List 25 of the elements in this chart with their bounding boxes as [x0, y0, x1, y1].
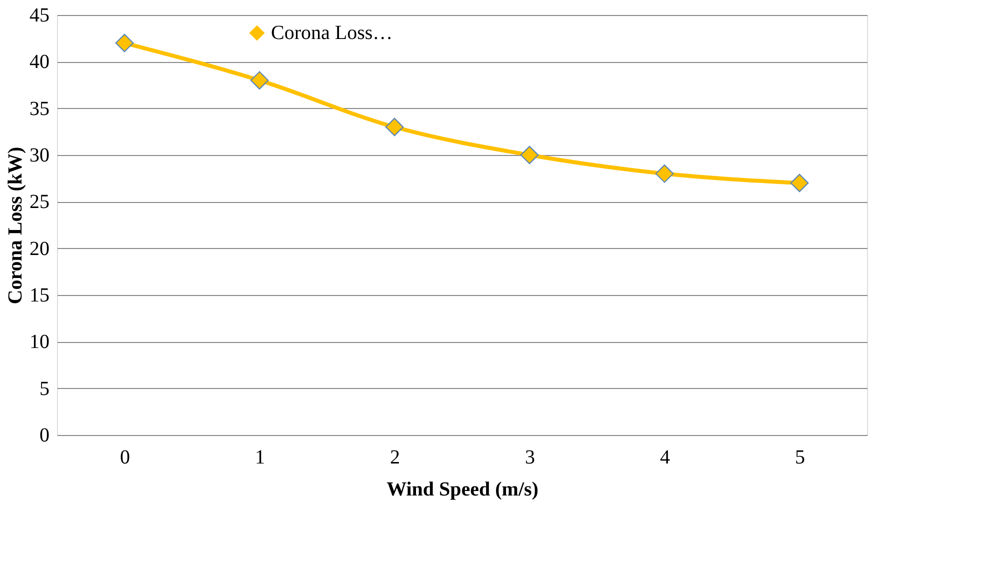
y-tick-label: 35 [30, 98, 50, 120]
x-tick-label: 4 [660, 446, 670, 468]
x-tick-label: 1 [255, 446, 265, 468]
y-tick-label: 25 [30, 191, 50, 214]
point [520, 146, 539, 164]
point [250, 71, 269, 90]
x-tick-label: 5 [795, 446, 805, 468]
y-tick-label: 30 [30, 144, 50, 166]
y-tick-label: 5 [40, 378, 50, 400]
point [115, 34, 134, 52]
y-tick-label: 15 [30, 284, 50, 306]
y-axis-title: Corona Loss (kW) [4, 146, 26, 304]
point [655, 164, 674, 183]
x-tick-label: 3 [525, 446, 535, 468]
y-tick-label: 10 [30, 331, 50, 354]
point [790, 174, 809, 192]
y-tick-label: 40 [30, 51, 50, 74]
point [385, 118, 404, 136]
x-tick-label: 2 [390, 446, 400, 468]
legend-label: Corona Loss… [271, 22, 393, 44]
y-tick-label: 0 [40, 424, 50, 446]
x-tick-label: 0 [120, 446, 130, 468]
y-tick-label: 45 [30, 4, 50, 26]
x-axis-title: Wind Speed (m/s) [386, 478, 538, 500]
y-tick-label: 20 [30, 238, 50, 260]
